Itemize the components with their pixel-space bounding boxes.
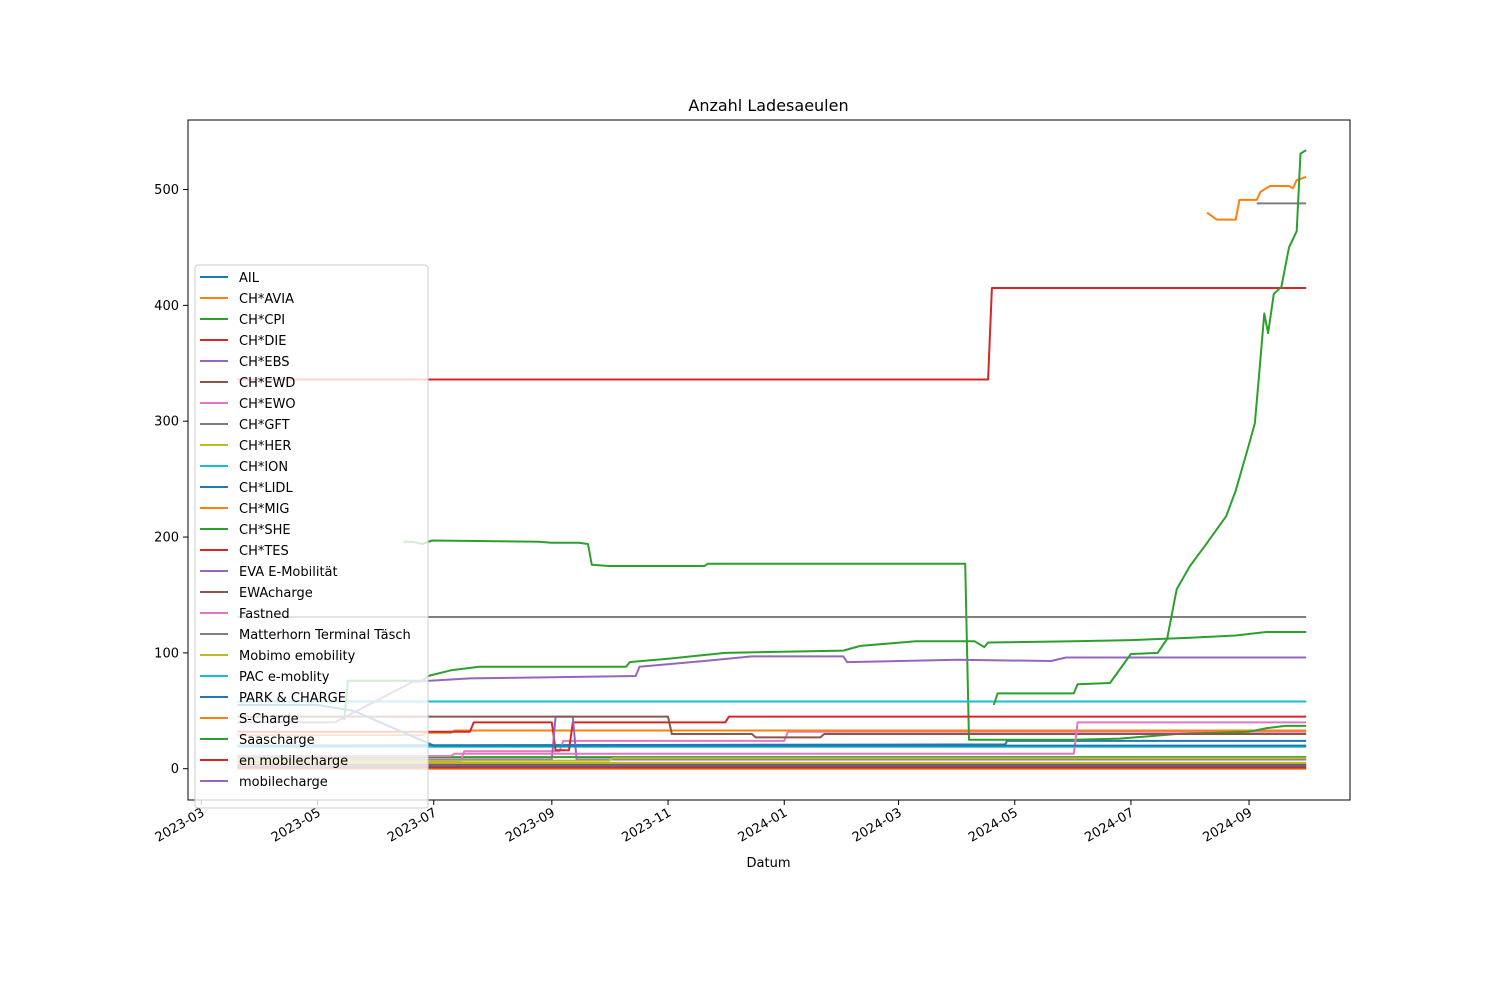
y-tick-label: 0: [171, 762, 179, 777]
legend-label: PARK & CHARGE: [239, 691, 346, 706]
legend-label: CH*CPI: [239, 313, 285, 328]
series-line-16: [237, 715, 1307, 739]
legend-label: PAC e-moblity: [239, 670, 330, 685]
y-tick-label: 100: [154, 646, 179, 661]
y-tick-label: 400: [154, 299, 179, 314]
legend-label: CH*ION: [239, 460, 288, 475]
legend-label: EWAcharge: [239, 586, 313, 601]
legend-label: CH*SHE: [239, 523, 291, 538]
plot-area-frame: [187, 119, 1351, 801]
legend-label: CH*EWD: [239, 376, 295, 391]
legend-label: CH*GFT: [239, 418, 290, 433]
legend-box: [194, 264, 429, 809]
legend-label: CH*HER: [239, 439, 291, 454]
legend-label: CH*TES: [239, 544, 289, 559]
legend-label: CH*EWO: [239, 397, 296, 412]
legend-label: CH*MIG: [239, 502, 289, 517]
x-axis-label: Datum: [747, 856, 791, 871]
series-line-22: [1206, 175, 1307, 221]
series-line-14: [237, 715, 1307, 752]
legend-label: Matterhorn Terminal Täsch: [239, 628, 411, 643]
y-tick-label: 300: [154, 415, 179, 430]
y-axis: 0 100 200 300 400 500: [154, 183, 188, 777]
legend-label: S-Charge: [239, 712, 299, 727]
legend-label: Fastned: [239, 607, 290, 622]
series-line-4: [237, 287, 1307, 381]
series-line-23: [343, 631, 1307, 721]
y-tick-label: 500: [154, 183, 179, 198]
legend-label: CH*EBS: [239, 355, 290, 370]
chart-title: Anzahl Ladesaeulen: [688, 96, 848, 115]
legend-label: CH*DIE: [239, 334, 286, 349]
legend-label: en mobilecharge: [239, 754, 348, 769]
legend-label: Saascharge: [239, 733, 315, 748]
series-line-25: [237, 655, 1307, 724]
series-line-26: [992, 149, 1307, 706]
legend-label: Mobimo emobility: [239, 649, 356, 664]
legend-label: EVA E-Mobilität: [239, 565, 338, 580]
legend-label: AIL: [239, 271, 260, 286]
legend: AIL CH*AVIA CH*CPI CH*DIE CH*EBS CH*EWD CH*EWO…: [194, 264, 429, 809]
legend-label: mobilecharge: [239, 775, 328, 790]
y-tick-label: 200: [154, 531, 179, 546]
legend-label: CH*LIDL: [239, 481, 293, 496]
legend-label: CH*AVIA: [239, 292, 294, 307]
